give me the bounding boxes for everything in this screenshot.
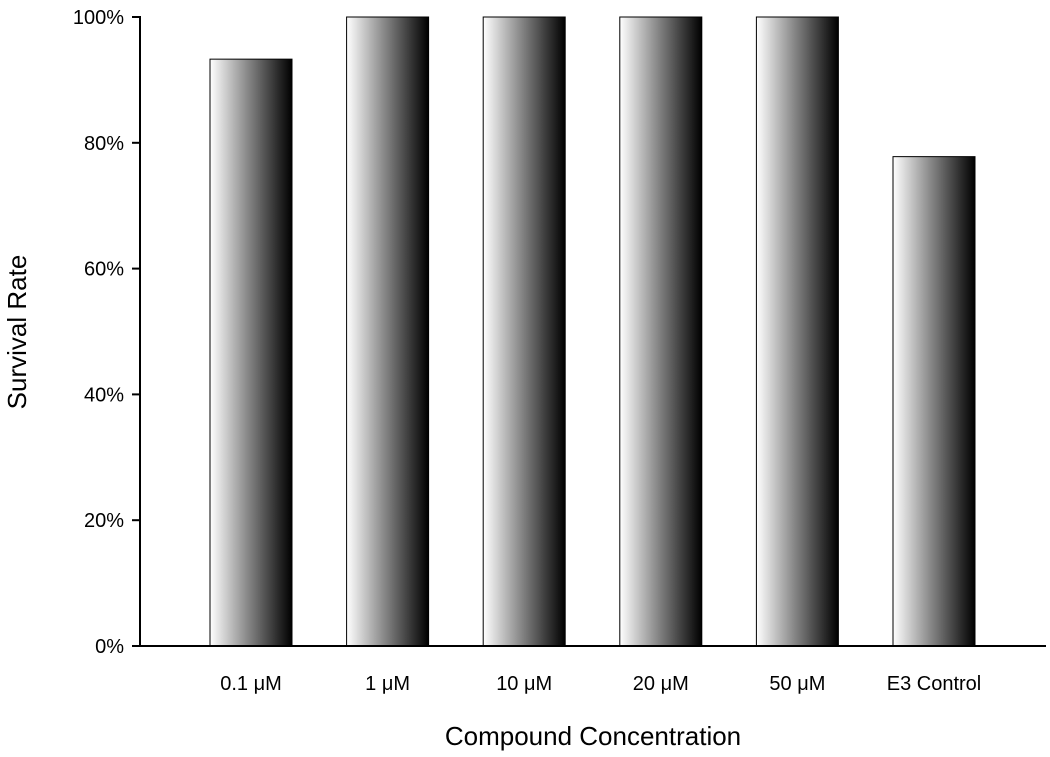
y-tick-label: 20%	[84, 510, 124, 532]
x-axis-tick-labels: 0.1 μM 1 μM 10 μM 20 μM 50 μM E3 Control	[220, 673, 981, 695]
y-tick-label: 60%	[84, 259, 124, 281]
bar	[755, 16, 839, 647]
y-tick-label: 100%	[73, 7, 124, 29]
x-tick-label: 1 μM	[365, 673, 410, 695]
y-tick-label: 80%	[84, 133, 124, 155]
x-tick-label: 0.1 μM	[220, 673, 282, 695]
y-axis-title: Survival Rate	[2, 255, 32, 410]
x-tick-label: 50 μM	[769, 673, 825, 695]
bars-group	[209, 16, 976, 647]
x-tick-label: 20 μM	[633, 673, 689, 695]
bar	[346, 16, 430, 647]
bar	[619, 16, 703, 647]
x-tick-label: 10 μM	[496, 673, 552, 695]
bar	[482, 16, 566, 647]
y-tick-label: 40%	[84, 384, 124, 406]
bar	[209, 58, 293, 647]
y-tick-label: 0%	[95, 636, 124, 658]
x-axis-title: Compound Concentration	[445, 721, 741, 751]
bar	[892, 156, 976, 647]
x-tick-label: E3 Control	[887, 673, 982, 695]
y-axis-ticks: 0% 20% 40% 60% 80% 100%	[73, 7, 140, 658]
